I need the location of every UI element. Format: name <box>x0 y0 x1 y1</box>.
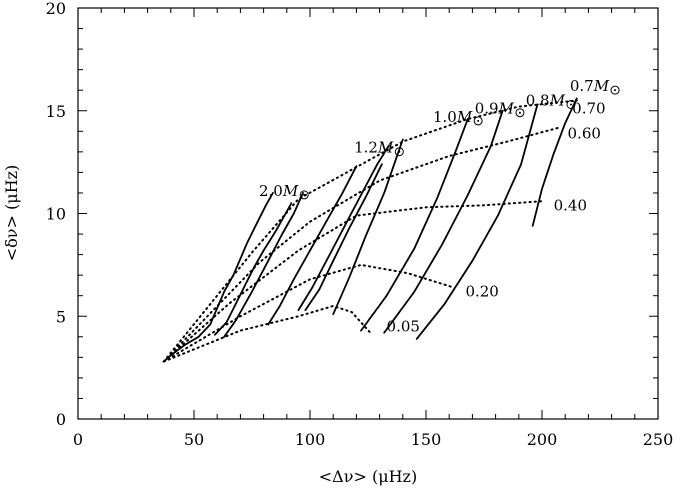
x-axis-label: <Δν> (μHz) <box>319 467 417 486</box>
y-tick-label: 5 <box>56 307 66 326</box>
x-tick-label: 250 <box>643 430 674 449</box>
mass-track-label: 0.9M <box>475 100 515 118</box>
x-tick-label: 150 <box>411 430 442 449</box>
x-tick-label: 200 <box>527 430 558 449</box>
isochrone-line <box>162 200 543 363</box>
y-tick-label: 10 <box>46 205 66 224</box>
mass-track-line <box>214 202 293 336</box>
mass-track-line <box>162 192 274 363</box>
isochrone-line <box>162 263 455 363</box>
y-tick-label: 15 <box>46 102 66 121</box>
isochrone-label: 0.60 <box>568 124 601 142</box>
isochrone-line <box>162 304 372 363</box>
mass-track-line <box>332 138 404 316</box>
mass-track-line <box>304 163 383 311</box>
mass-track-line <box>223 192 304 338</box>
solar-symbol-dot <box>477 119 480 122</box>
isochrone-line <box>162 99 578 363</box>
solar-symbol <box>473 116 483 126</box>
solar-symbol <box>566 99 576 109</box>
isochrone-label: 0.70 <box>572 100 605 118</box>
mass-track-line <box>383 109 504 334</box>
mass-track-label: 0.8M <box>526 91 566 109</box>
solar-symbol <box>515 108 525 118</box>
solar-symbol-dot <box>569 103 572 106</box>
mass-track-label: 0.7M <box>570 77 610 95</box>
y-axis-label: <δν> (μHz) <box>2 165 21 262</box>
solar-symbol <box>610 85 620 95</box>
solar-symbol-dot <box>518 111 521 114</box>
mass-track-line <box>415 103 539 340</box>
mass-track-label: 1.2M <box>354 139 394 157</box>
mass-track-label: 2.0M <box>259 182 299 200</box>
x-tick-label: 100 <box>295 430 326 449</box>
y-tick-label: 0 <box>56 410 66 429</box>
mass-track-line <box>531 97 578 227</box>
mass-track-label: 1.0M <box>433 108 473 126</box>
annotations: 0.70 0.60 0.40 0.20 0.05 0.7M0.8M 0.9M1.0M 1.2M… <box>259 77 620 336</box>
isochrone-label: 0.05 <box>387 318 420 336</box>
isochrone-label: 0.20 <box>465 283 498 301</box>
mass-track-line <box>297 144 390 311</box>
mass-tracks <box>162 97 578 363</box>
solar-symbol <box>394 147 404 157</box>
solar-symbol-dot <box>614 89 617 92</box>
x-tick-label: 0 <box>73 430 83 449</box>
mass-track-line <box>360 118 469 332</box>
isochrone-lines <box>162 99 578 363</box>
mass-track-line <box>267 165 358 326</box>
plot-frame <box>77 7 659 420</box>
solar-symbol <box>299 190 309 200</box>
x-tick-label: 50 <box>184 430 204 449</box>
axis-ticks: 0 50 100 150 200 250 0 5 10 15 20 <box>46 0 674 449</box>
isochrone-line <box>162 126 562 363</box>
solar-symbol-dot <box>303 193 306 196</box>
y-tick-label: 20 <box>46 0 66 18</box>
isochrone-label: 0.40 <box>554 196 587 214</box>
solar-symbol-dot <box>398 150 401 153</box>
